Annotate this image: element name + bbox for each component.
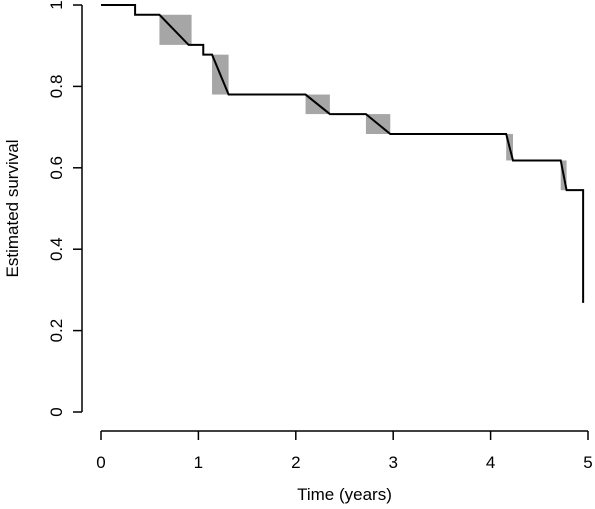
confidence-bands: [159, 14, 567, 191]
y-tick-label: 0.2: [47, 319, 66, 343]
x-tick-label: 2: [291, 453, 300, 472]
x-axis-title: Time (years): [297, 485, 392, 504]
x-tick-label: 1: [194, 453, 203, 472]
x-tick-label: 5: [583, 453, 592, 472]
x-tick-label: 3: [388, 453, 397, 472]
y-tick-label: 0: [47, 407, 66, 416]
x-tick-label: 0: [96, 453, 105, 472]
y-tick-label: 0.6: [47, 156, 66, 180]
survival-curve-layer: [101, 4, 585, 303]
y-tick-label: 0.4: [47, 237, 66, 261]
x-tick-label: 4: [486, 453, 495, 472]
axes: 0 1 2 3 4 5 0 0.2 0.4 0.6 0.8 1: [47, 0, 593, 472]
y-axis-title: Estimated survival: [3, 140, 22, 278]
survival-curve-line: [101, 4, 585, 303]
y-tick-label: 1: [47, 0, 66, 9]
y-tick-label: 0.8: [47, 75, 66, 99]
